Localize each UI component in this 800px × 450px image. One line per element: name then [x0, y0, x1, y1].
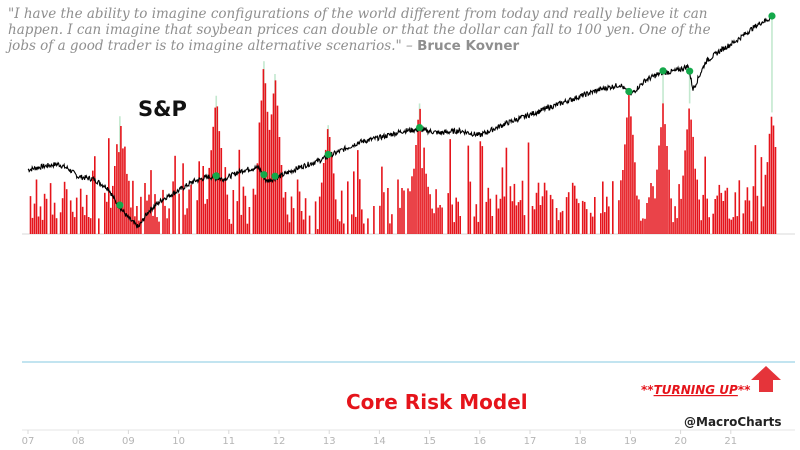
x-tick-label: 12 — [273, 436, 286, 447]
turning-up-prefix: ** — [641, 383, 654, 397]
x-tick-label: 10 — [172, 436, 185, 447]
x-tick-label: 14 — [373, 436, 386, 447]
quote-text: "I have the ability to imagine configura… — [8, 6, 728, 54]
turning-up-text: TURNING UP — [654, 383, 738, 397]
signal-dot — [260, 171, 268, 179]
up-arrow-icon — [751, 366, 781, 392]
sp-price-line — [27, 16, 772, 229]
macrocharts-handle: @MacroCharts — [684, 415, 782, 429]
sp-label: S&P — [138, 97, 187, 121]
quote-author: Bruce Kovner — [417, 38, 520, 54]
x-tick-label: 11 — [222, 436, 235, 447]
signal-dot — [659, 67, 667, 75]
quote-body: "I have the ability to imagine configura… — [8, 6, 711, 54]
x-tick-label: 09 — [122, 436, 135, 447]
x-tick-label: 17 — [524, 436, 537, 447]
signal-dots — [116, 12, 776, 209]
x-tick-label: 18 — [574, 436, 587, 447]
turning-up-suffix: ** — [738, 383, 751, 397]
x-tick-label: 15 — [423, 436, 436, 447]
signal-dot — [686, 67, 694, 75]
x-axis-ticks: 07 08 09 10 11 12 13 14 15 16 17 18 19 20 21 — [22, 430, 737, 447]
x-tick-label: 16 — [473, 436, 486, 447]
x-tick-label: 13 — [323, 436, 336, 447]
x-tick-label: 08 — [72, 436, 85, 447]
signal-dot — [324, 150, 332, 159]
x-tick-label: 21 — [724, 436, 737, 447]
signal-dot — [116, 201, 124, 209]
x-tick-label: 20 — [674, 436, 687, 447]
signal-dot — [271, 172, 279, 180]
signal-dot — [212, 172, 220, 180]
signal-dot — [768, 12, 776, 20]
turning-up-label: **TURNING UP** — [641, 383, 751, 397]
x-tick-label: 19 — [624, 436, 637, 447]
signal-dot — [415, 123, 424, 132]
x-tick-label: 07 — [22, 436, 35, 447]
signal-dot — [625, 87, 633, 96]
core-risk-model-label: Core Risk Model — [346, 390, 528, 414]
